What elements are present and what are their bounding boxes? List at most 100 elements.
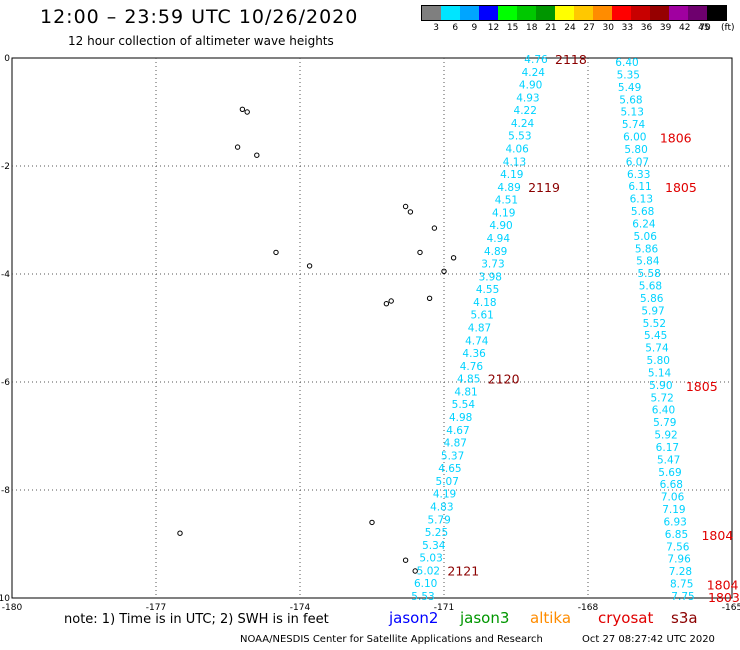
s3a-track-value: 5.90: [649, 380, 672, 392]
colorbar-swatches: [421, 5, 727, 21]
s3a-track-value: 6.11: [628, 181, 651, 193]
y-tick-label: -6: [1, 378, 10, 388]
colorbar-swatch: [593, 6, 612, 20]
s3a-track-value: 6.17: [656, 442, 679, 454]
map-subtitle: 12 hour collection of altimeter wave hei…: [68, 34, 334, 48]
island-outline: [239, 106, 246, 113]
colorbar-unit-label: (ft): [721, 23, 735, 33]
jason3-track-value: 4.90: [519, 80, 542, 92]
s3a-track-value: 6.40: [615, 57, 638, 69]
s3a-track-value: 6.07: [626, 156, 649, 168]
colorbar-tick-label: 39: [659, 23, 672, 33]
s3a-time-label: 1803: [708, 590, 740, 605]
colorbar-swatch: [650, 6, 669, 20]
mission-label-altika: altika: [530, 609, 572, 627]
footer-timestamp: Oct 27 08:27:42 UTC 2020: [582, 634, 715, 645]
s3a-track-value: 7.19: [662, 504, 685, 516]
s3a-track-value: 5.68: [619, 94, 642, 106]
colorbar-tick-label: 21: [545, 23, 557, 33]
s3a-time-label: 1805: [665, 180, 697, 195]
jason3-track-value: 4.76: [524, 54, 548, 66]
s3a-track-value: 5.79: [653, 417, 676, 429]
colorbar-swatch: [631, 6, 650, 20]
jason3-track-value: 4.65: [438, 463, 461, 475]
s3a-track-value: 5.86: [640, 293, 664, 305]
jason3-track-value: 4.19: [492, 207, 515, 219]
s3a-track-value: 5.92: [654, 430, 677, 442]
colorbar-tick-label: 9: [471, 23, 478, 33]
jason3-track-value: 5.61: [470, 310, 493, 322]
s3a-track-value: 5.68: [639, 281, 662, 293]
s3a-track-value: 5.45: [644, 330, 667, 342]
jason3-track-value: 4.81: [454, 386, 477, 398]
colorbar-swatch: [498, 6, 517, 20]
x-tick-label: -177: [146, 603, 166, 613]
x-tick-label: -168: [578, 603, 599, 613]
jason3-track-value: 5.34: [422, 540, 446, 552]
island-outline: [450, 255, 457, 261]
jason3-track-value: 5.03: [419, 553, 442, 565]
jason3-track-value: 5.25: [425, 527, 448, 539]
s3a-track-value: 7.28: [669, 566, 692, 578]
colorbar-tick-label: 27: [583, 23, 595, 33]
x-tick-label: -165: [722, 603, 740, 613]
colorbar-tick-label: 70: [699, 23, 711, 33]
island-outline: [306, 263, 313, 269]
jason3-track-value: 4.76: [460, 361, 484, 373]
s3a-track-value: 5.52: [643, 318, 666, 330]
colorbar-labels: 3 6 9 12 15 18 21 24 27 30 33 36 39 42 45 70 (ft): [421, 21, 734, 35]
s3a-time-label: 1805: [686, 379, 718, 394]
colorbar-tick-label: 24: [564, 23, 576, 33]
jason3-track-value: 4.19: [433, 489, 456, 501]
s3a-track-value: 6.40: [652, 405, 675, 417]
jason3-track-value: 4.18: [473, 297, 496, 309]
footer-center: NOAA/NESDIS Center for Satellite Applica…: [240, 634, 543, 645]
jason3-track-value: 4.19: [500, 169, 523, 181]
s3a-track-value: 5.14: [648, 367, 672, 379]
colorbar-tick-label: 33: [621, 23, 634, 33]
s3a-track-value: 6.00: [623, 132, 646, 144]
jason3-track-value: 4.36: [462, 348, 486, 360]
island-outline: [388, 298, 394, 304]
jason3-track-value: 4.89: [497, 182, 520, 194]
island-outline: [412, 568, 418, 574]
y-tick-label: 0: [4, 54, 10, 64]
colorbar-tick-label: 36: [640, 23, 653, 33]
colorbar-swatch: [536, 6, 555, 20]
y-tick-label: -4: [1, 270, 10, 280]
jason3-track-value: 6.10: [414, 578, 437, 590]
island-outline: [369, 519, 375, 526]
jason3-track-value: 5.54: [452, 399, 476, 411]
s3a-track-value: 6.68: [660, 479, 683, 491]
island-outline: [254, 152, 260, 158]
island-outline: [234, 144, 241, 150]
mission-label-jason2: jason2: [389, 609, 439, 627]
jason3-track-value: 4.51: [495, 195, 518, 207]
colorbar-tick-label: 15: [506, 23, 519, 33]
x-tick-label: -174: [290, 603, 311, 613]
jason3-track-value: 4.13: [503, 156, 526, 168]
colorbar-tick-label: 12: [487, 23, 500, 33]
island-outline: [407, 209, 414, 215]
s3a-track-value: 5.86: [635, 243, 659, 255]
colorbar-swatch: [517, 6, 536, 20]
jason3-track-value: 3.98: [479, 271, 502, 283]
jason3-track-value: 4.93: [516, 92, 539, 104]
island-outline: [441, 268, 447, 274]
s3a-track-value: 8.75: [670, 579, 693, 591]
s3a-track-value: 7.06: [661, 492, 685, 504]
colorbar-tick-label: 42: [679, 23, 691, 33]
jason3-time-label: 2118: [555, 52, 587, 67]
x-tick-label: -180: [2, 603, 23, 613]
colorbar-swatch: [422, 6, 441, 20]
jason3-track-value: 5.07: [436, 476, 459, 488]
island-outline: [402, 203, 409, 210]
s3a-track-value: 5.58: [637, 268, 660, 280]
mission-label-jason3: jason3: [460, 609, 510, 627]
s3a-track-value: 5.97: [641, 305, 664, 317]
island-outline: [431, 225, 438, 231]
mission-label-s3a: s3a: [671, 609, 698, 627]
colorbar-swatch: [555, 6, 574, 20]
jason3-track-value: 5.53: [508, 131, 531, 143]
s3a-track-value: 6.93: [663, 516, 686, 528]
